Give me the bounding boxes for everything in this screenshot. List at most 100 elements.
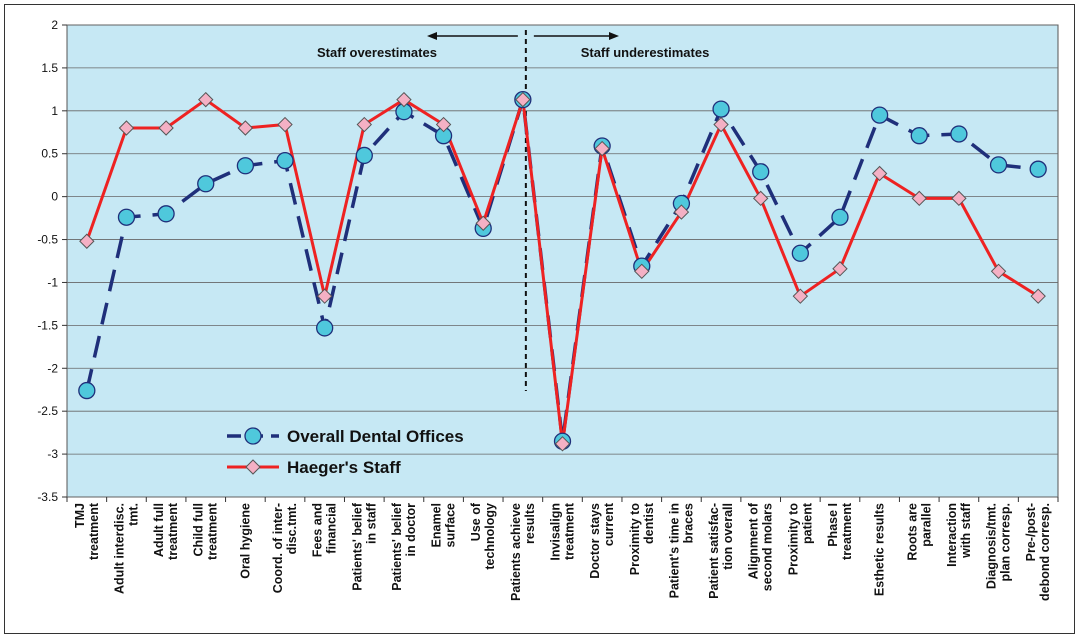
x-tick-label-line: Esthetic results xyxy=(873,503,887,596)
data-point-overall xyxy=(910,127,928,145)
left-arrow-head xyxy=(427,32,437,40)
annotation-overestimates: Staff overestimates xyxy=(317,45,437,60)
legend-marker-overall xyxy=(244,427,262,445)
data-point-staff xyxy=(316,288,333,304)
y-tick-label: -3 xyxy=(47,447,58,461)
data-point-overall xyxy=(197,175,215,193)
data-point-staff xyxy=(554,436,571,452)
x-tick-label-line: Diagnosis/tmt. xyxy=(985,503,999,589)
data-point-staff xyxy=(237,120,254,136)
legend-label-overall: Overall Dental Offices xyxy=(287,427,464,446)
data-point-staff xyxy=(79,233,95,249)
x-tick-label-line: current xyxy=(602,502,616,546)
x-tick-label: Coord. of inter-disc.tmt. xyxy=(271,503,299,593)
data-point-staff xyxy=(118,120,135,136)
x-tick-label: Fees and financial xyxy=(311,503,339,557)
x-tick-label-line: patient xyxy=(800,502,814,544)
x-tick-label-line: Interaction xyxy=(945,503,959,567)
x-tick-label-line: in doctor xyxy=(404,503,418,557)
x-tick-label: Patients' belief in doctor xyxy=(390,502,418,591)
y-tick-label: 0.5 xyxy=(41,147,58,161)
data-point-overall xyxy=(791,244,809,262)
x-tick-label-line: Fees and xyxy=(311,503,325,557)
x-tick-label-line: tmt. xyxy=(126,503,140,526)
data-point-staff xyxy=(673,204,690,220)
x-tick-label-line: parallel xyxy=(919,503,933,547)
x-tick-label-line: tion overall xyxy=(721,503,735,570)
data-point-staff xyxy=(911,190,927,207)
right-arrow-head xyxy=(609,32,619,40)
x-tick-label: Patients' belief in staff xyxy=(350,502,378,591)
x-tick-label-line: TMJ xyxy=(73,503,87,528)
x-tick-label-line: braces xyxy=(681,503,695,543)
y-tick-label: -2 xyxy=(47,361,58,375)
y-tick-label: -3.5 xyxy=(37,490,58,504)
plot-area xyxy=(66,24,1059,498)
x-tick-label: Child full treatment xyxy=(192,502,220,560)
data-point-overall xyxy=(276,151,294,170)
x-tick-label: Interaction with staff xyxy=(945,502,973,567)
x-tick-label: Doctor stays current xyxy=(588,502,616,579)
x-tick-label-line: Patients' belief xyxy=(390,502,404,591)
data-point-overall xyxy=(157,205,175,223)
x-tick-label: Esthetic results xyxy=(873,503,887,596)
data-point-staff xyxy=(634,263,650,280)
x-tick-label-line: Patient satisfac- xyxy=(707,503,721,599)
y-tick-label: -1 xyxy=(47,275,58,289)
data-point-staff xyxy=(475,215,491,231)
data-point-staff xyxy=(1030,288,1046,304)
y-tick-label: 1.5 xyxy=(41,61,58,75)
x-tick-label-line: Coord. of inter- xyxy=(271,503,285,593)
data-point-staff xyxy=(713,116,729,133)
x-tick-label-line: Patients achieve xyxy=(509,503,523,601)
x-tick-label-line: financial xyxy=(325,503,339,554)
legend-marker-staff xyxy=(245,459,261,475)
x-tick-label: TMJ treatment xyxy=(73,502,101,560)
data-point-overall xyxy=(950,125,968,143)
data-point-staff xyxy=(792,288,809,304)
y-tick-label: -0.5 xyxy=(37,233,58,247)
x-tick-label-line: plan corresp. xyxy=(999,503,1013,582)
data-point-staff xyxy=(515,91,531,108)
x-tick-label-line: Alignment of xyxy=(747,502,761,579)
data-point-staff xyxy=(396,91,412,108)
data-point-staff xyxy=(277,116,293,133)
x-tick-label-line: treatment xyxy=(840,502,854,560)
data-point-overall xyxy=(78,381,96,400)
x-tick-label-line: treatment xyxy=(206,502,220,560)
x-tick-label-line: results xyxy=(523,503,537,544)
data-point-staff xyxy=(752,190,769,207)
x-tick-label-line: with staff xyxy=(959,502,973,559)
x-tick-label: Use of technology xyxy=(469,502,497,570)
x-tick-label: Enamel surface xyxy=(430,503,458,548)
x-tick-label: Invisalign treatment xyxy=(549,502,577,560)
x-tick-label: Adult full treatment xyxy=(152,502,180,560)
x-tick-label-line: disc.tmt. xyxy=(285,503,299,554)
x-tick-label-line: technology xyxy=(483,503,497,570)
x-tick-label: Patient satisfac-tion overall xyxy=(707,503,735,599)
y-tick-label: 1 xyxy=(51,104,58,118)
x-tick-label: Pre-/post-debond corresp. xyxy=(1024,503,1052,601)
x-tick-label-line: Adult full xyxy=(152,503,166,557)
data-point-overall xyxy=(236,157,255,175)
data-point-overall xyxy=(117,208,136,226)
x-tick-label-line: Proximity to xyxy=(628,503,642,576)
x-tick-label-line: Adult interdisc. xyxy=(112,503,126,594)
x-tick-label-line: Pre-/post- xyxy=(1024,503,1038,561)
x-tick-label-line: Doctor stays xyxy=(588,503,602,579)
chart-frame: 2 1.5 1 0.5 0 -0.5 -1 -1.5 -2 -2.5 -3 -3.5 TMJ treatm… xyxy=(4,4,1075,634)
data-point-overall xyxy=(355,146,373,165)
x-tick-label: Alignment of second molars xyxy=(747,502,775,591)
legend-label-staff: Haeger's Staff xyxy=(287,458,401,477)
data-point-staff xyxy=(871,165,888,182)
x-tick-label: Proximity to patient xyxy=(786,502,814,575)
x-tick-label-line: debond corresp. xyxy=(1038,503,1052,601)
data-point-staff xyxy=(356,116,373,133)
x-tick-label: Oral hygiene xyxy=(238,503,252,579)
x-tick-label-line: Enamel xyxy=(430,503,444,547)
data-point-overall xyxy=(989,156,1008,174)
data-point-staff xyxy=(951,190,967,207)
data-point-overall xyxy=(870,106,889,124)
